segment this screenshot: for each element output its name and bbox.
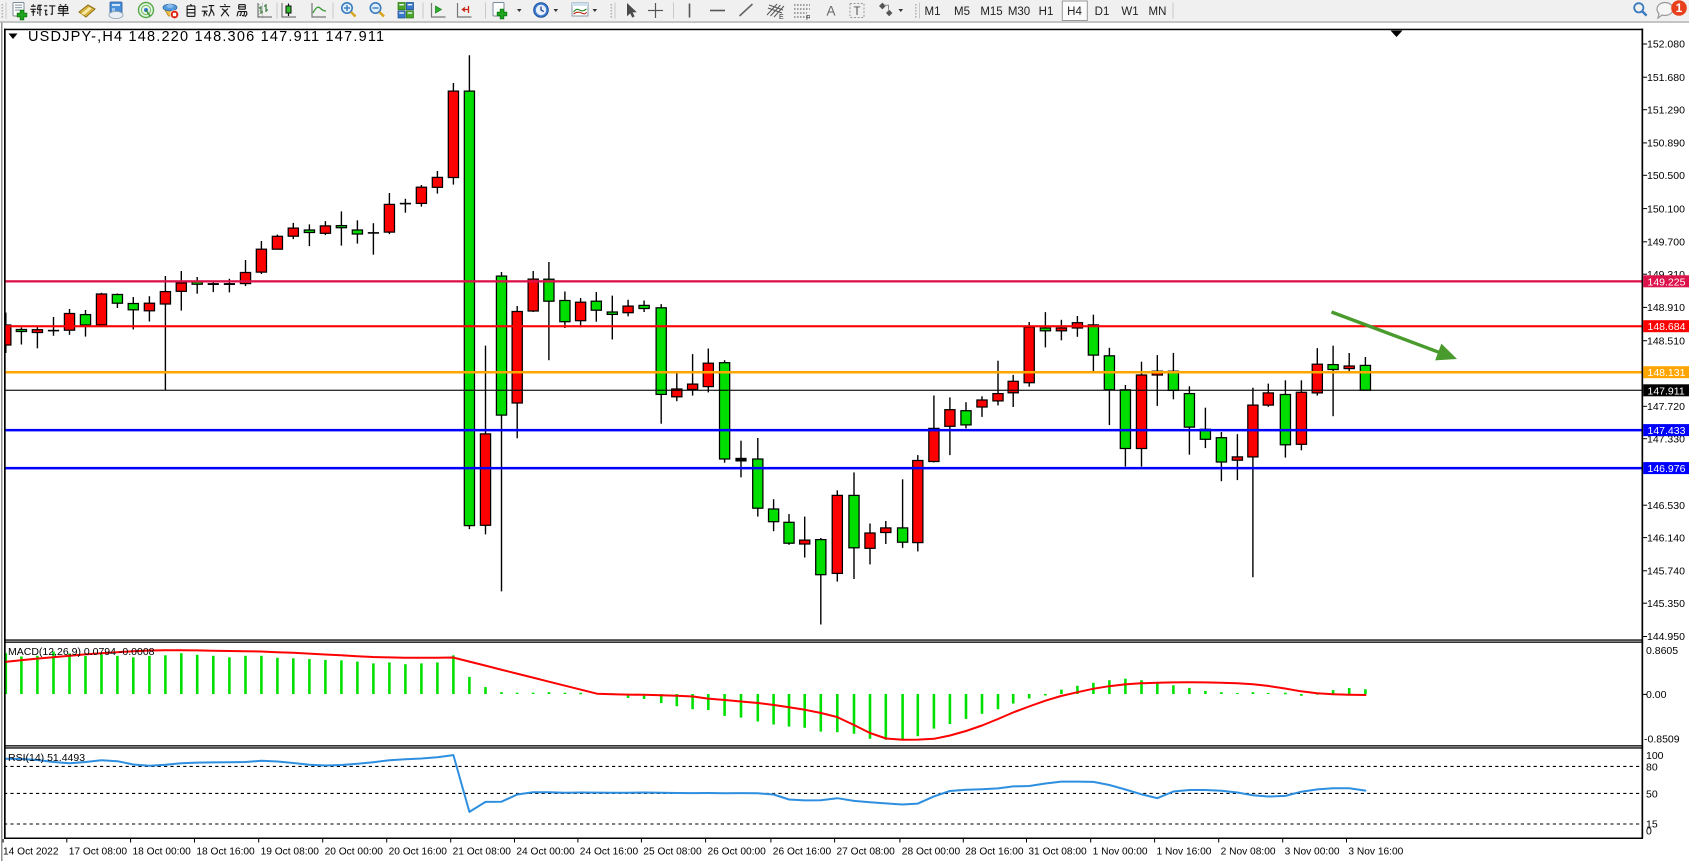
- svg-text:149.700: 149.700: [1647, 237, 1685, 249]
- svg-text:0.8605: 0.8605: [1646, 645, 1678, 657]
- svg-text:24 Oct 00:00: 24 Oct 00:00: [516, 847, 575, 858]
- svg-text:145.740: 145.740: [1647, 566, 1685, 578]
- svg-text:31 Oct 08:00: 31 Oct 08:00: [1028, 847, 1087, 858]
- svg-text:MACD(12,26,9) 0.0794 -0.0008: MACD(12,26,9) 0.0794 -0.0008: [8, 646, 155, 658]
- svg-text:H4: H4: [1067, 6, 1082, 18]
- svg-text:147.911: 147.911: [1648, 385, 1685, 397]
- svg-text:50: 50: [1646, 789, 1658, 801]
- svg-text:150.500: 150.500: [1647, 170, 1685, 182]
- svg-text:151.680: 151.680: [1647, 72, 1685, 84]
- svg-text:28 Oct 00:00: 28 Oct 00:00: [902, 847, 961, 858]
- svg-text:H1: H1: [1039, 6, 1054, 18]
- svg-text:147.433: 147.433: [1648, 425, 1686, 437]
- svg-text:1 Nov 00:00: 1 Nov 00:00: [1093, 847, 1148, 858]
- svg-text:D1: D1: [1095, 6, 1110, 18]
- svg-text:145.350: 145.350: [1647, 598, 1685, 610]
- svg-text:USDJPY-,H4 148.220 148.306 14: USDJPY-,H4 148.220 148.306 147.911 147.9…: [28, 29, 385, 45]
- svg-text:1 Nov 16:00: 1 Nov 16:00: [1157, 847, 1212, 858]
- svg-text:150.890: 150.890: [1647, 138, 1685, 150]
- svg-text:2 Nov 08:00: 2 Nov 08:00: [1221, 847, 1276, 858]
- svg-text:E: E: [779, 14, 784, 21]
- svg-text:147.330: 147.330: [1647, 433, 1685, 445]
- svg-text:147.720: 147.720: [1647, 401, 1685, 413]
- svg-text:148.510: 148.510: [1647, 335, 1685, 347]
- svg-text:W1: W1: [1121, 6, 1138, 18]
- svg-text:151.290: 151.290: [1647, 104, 1685, 116]
- svg-text:18 Oct 00:00: 18 Oct 00:00: [133, 847, 192, 858]
- svg-text:3 Nov 16:00: 3 Nov 16:00: [1348, 847, 1403, 858]
- svg-text:19 Oct 08:00: 19 Oct 08:00: [261, 847, 320, 858]
- svg-text:148.910: 148.910: [1647, 302, 1685, 314]
- svg-text:M5: M5: [954, 6, 970, 18]
- svg-text:146.976: 146.976: [1648, 463, 1686, 475]
- svg-text:RSI(14) 51.4493: RSI(14) 51.4493: [8, 752, 85, 764]
- svg-text:146.530: 146.530: [1647, 500, 1685, 512]
- svg-text:M30: M30: [1008, 6, 1030, 18]
- svg-text:152.080: 152.080: [1647, 39, 1685, 51]
- svg-text:M15: M15: [980, 6, 1002, 18]
- svg-text:MN: MN: [1149, 6, 1167, 18]
- svg-text:144.950: 144.950: [1647, 631, 1685, 643]
- svg-text:20 Oct 00:00: 20 Oct 00:00: [325, 847, 384, 858]
- svg-text:148.131: 148.131: [1648, 367, 1686, 379]
- svg-text:150.100: 150.100: [1647, 203, 1685, 215]
- svg-text:F: F: [806, 15, 810, 22]
- svg-text:0.00: 0.00: [1646, 689, 1667, 701]
- svg-text:26 Oct 00:00: 26 Oct 00:00: [708, 847, 767, 858]
- svg-text:146.140: 146.140: [1647, 532, 1685, 544]
- svg-text:-0.8509: -0.8509: [1644, 733, 1680, 745]
- svg-text:28 Oct 16:00: 28 Oct 16:00: [965, 847, 1024, 858]
- svg-text:100: 100: [1646, 750, 1664, 762]
- svg-text:80: 80: [1646, 762, 1658, 774]
- svg-text:25 Oct 08:00: 25 Oct 08:00: [643, 847, 702, 858]
- svg-text:26 Oct 16:00: 26 Oct 16:00: [773, 847, 832, 858]
- svg-text:149.225: 149.225: [1648, 276, 1686, 288]
- svg-text:0: 0: [1646, 826, 1652, 838]
- svg-text:14 Oct 2022: 14 Oct 2022: [3, 847, 59, 858]
- svg-text:A: A: [827, 4, 836, 19]
- svg-text:3 Nov 00:00: 3 Nov 00:00: [1285, 847, 1340, 858]
- svg-text:24 Oct 16:00: 24 Oct 16:00: [580, 847, 639, 858]
- svg-text:15: 15: [1646, 819, 1658, 831]
- svg-text:148.684: 148.684: [1648, 321, 1686, 333]
- svg-text:21 Oct 08:00: 21 Oct 08:00: [453, 847, 512, 858]
- svg-text:1: 1: [1676, 1, 1683, 15]
- svg-text:17 Oct 08:00: 17 Oct 08:00: [69, 847, 128, 858]
- svg-text:M1: M1: [925, 6, 941, 18]
- svg-text:27 Oct 08:00: 27 Oct 08:00: [837, 847, 896, 858]
- svg-text:T: T: [854, 6, 861, 18]
- svg-text:20 Oct 16:00: 20 Oct 16:00: [389, 847, 448, 858]
- svg-text:18 Oct 16:00: 18 Oct 16:00: [196, 847, 255, 858]
